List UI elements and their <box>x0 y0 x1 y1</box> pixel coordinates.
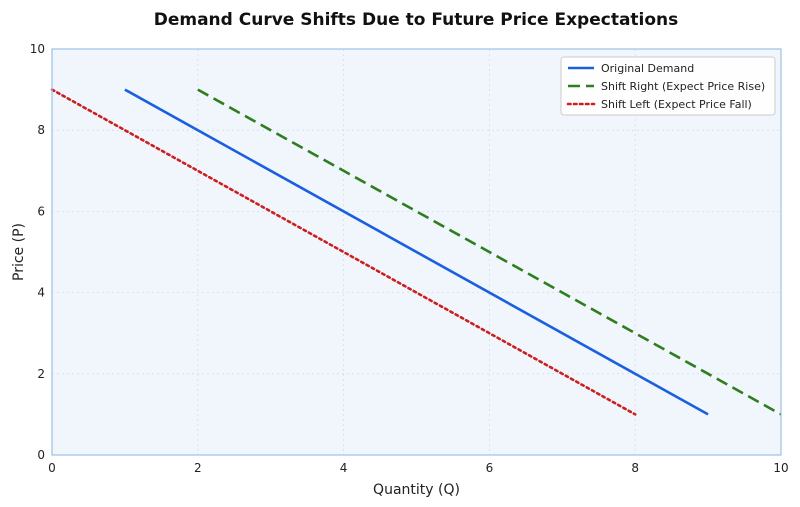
x-tick-label: 8 <box>631 461 639 475</box>
y-tick-label: 2 <box>37 367 45 381</box>
series-line-1 <box>124 88 709 416</box>
y-tick-label: 8 <box>37 123 45 137</box>
series-line-2 <box>197 88 782 416</box>
plot-border <box>51 48 782 456</box>
grid-lines <box>52 49 781 455</box>
legend-box <box>560 56 776 116</box>
chart-title: Demand Curve Shifts Due to Future Price … <box>154 10 679 30</box>
y-tick-label: 4 <box>37 286 45 300</box>
x-axis-label: Quantity (Q) <box>373 482 460 498</box>
x-tick-label: 6 <box>486 461 494 475</box>
x-tick-label: 10 <box>773 461 788 475</box>
y-axis-label: Price (P) <box>11 223 27 281</box>
y-tick-label: 6 <box>37 204 45 218</box>
x-tick-label: 0 <box>48 461 56 475</box>
legend-label-2: Shift Right (Expect Price Rise) <box>601 80 765 93</box>
legend: Original Demand Shift Right (Expect Price… <box>560 56 776 116</box>
x-tick-label: 2 <box>194 461 202 475</box>
tick-labels: 0 2 4 6 8 10 0 2 4 6 8 10 <box>30 42 789 475</box>
y-tick-label: 0 <box>37 448 45 462</box>
legend-label-3: Shift Left (Expect Price Fall) <box>601 98 752 111</box>
legend-label-1: Original Demand <box>601 62 694 75</box>
series-lines <box>50 88 782 416</box>
series-line-3 <box>50 88 637 416</box>
x-tick-label: 4 <box>340 461 348 475</box>
y-tick-label: 10 <box>30 42 45 56</box>
